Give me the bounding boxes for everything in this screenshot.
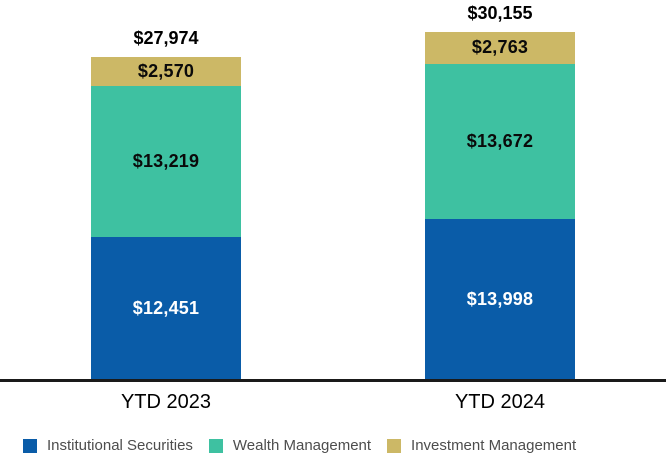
legend-swatch-icon — [23, 438, 37, 453]
segment-investment-management-ytd-2023: $2,570 — [91, 57, 241, 87]
legend-label: Investment Management — [411, 437, 577, 454]
total-label-ytd-2024: $30,155 — [467, 3, 533, 24]
segment-value-label: $13,219 — [132, 151, 200, 172]
segment-institutional-securities-ytd-2023: $12,451 — [91, 237, 241, 379]
segment-value-label: $13,998 — [466, 288, 534, 309]
segment-institutional-securities-ytd-2024: $13,998 — [425, 219, 575, 379]
segment-value-label: $13,672 — [466, 130, 534, 151]
legend-item-wealth-management: Wealth Management — [208, 437, 372, 454]
legend-item-institutional-securities: Institutional Securities — [23, 437, 193, 454]
segment-value-label: $12,451 — [132, 297, 200, 318]
category-label-ytd-2024: YTD 2024 — [454, 391, 546, 413]
total-label-ytd-2023: $27,974 — [133, 28, 199, 49]
segment-wealth-management-ytd-2024: $13,672 — [425, 63, 575, 220]
legend-swatch-icon — [208, 438, 223, 453]
category-label-ytd-2023: YTD 2023 — [120, 391, 212, 413]
segment-investment-management-ytd-2024: $2,763 — [425, 32, 575, 64]
bar-ytd-2023: $27,974 $2,570 $13,219 $12,451 — [91, 28, 241, 379]
legend-label: Institutional Securities — [47, 437, 193, 454]
chart-legend: Institutional Securities Wealth Managemen… — [23, 437, 576, 454]
segment-value-label: $2,763 — [471, 37, 529, 58]
bar-ytd-2024: $30,155 $2,763 $13,672 $13,998 — [425, 3, 575, 379]
x-axis-line — [0, 379, 666, 382]
legend-swatch-icon — [387, 438, 402, 453]
legend-item-investment-management: Investment Management — [387, 437, 576, 454]
legend-label: Wealth Management — [232, 437, 372, 454]
segment-value-label: $2,570 — [137, 61, 195, 82]
segment-wealth-management-ytd-2023: $13,219 — [91, 86, 241, 238]
